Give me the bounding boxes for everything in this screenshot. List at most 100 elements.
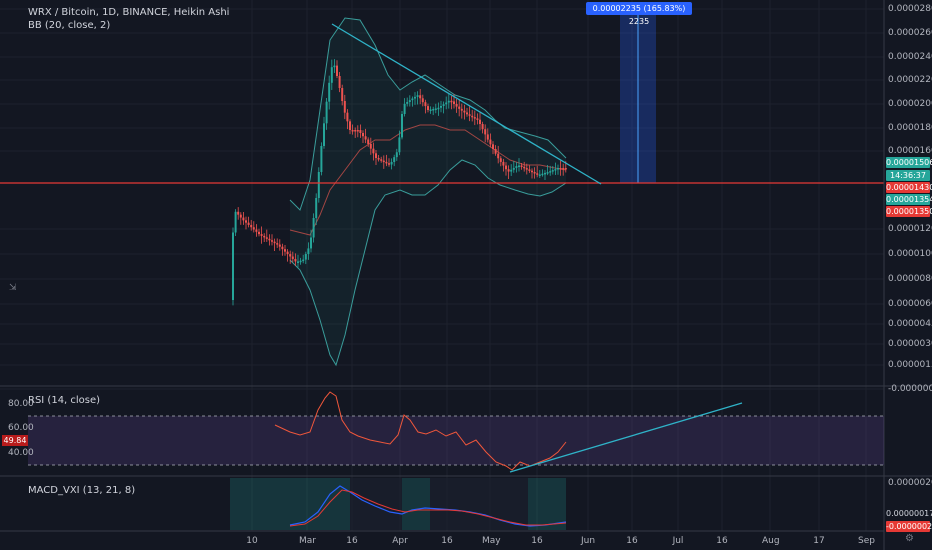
candle-body: [239, 214, 242, 218]
candle-body: [408, 100, 411, 102]
candle-body: [265, 237, 268, 239]
price-tick: 0.00001000: [888, 249, 932, 259]
candle-body: [528, 169, 531, 171]
grid: [0, 0, 884, 531]
candle-body: [263, 235, 266, 238]
resistance-trendline[interactable]: [331, 23, 602, 185]
candle-body: [463, 110, 466, 113]
candle-body: [375, 153, 377, 158]
candle-body: [250, 224, 253, 228]
time-tick: 16: [716, 536, 728, 546]
candle-body: [307, 248, 310, 254]
time-tick: 10: [246, 536, 258, 546]
candle-body: [302, 259, 305, 262]
projection-label[interactable]: 0.00002235 (165.83%) 2235: [586, 2, 692, 26]
candle-body: [476, 118, 479, 120]
candle-body: [414, 96, 416, 99]
bollinger-lower: [289, 159, 567, 367]
candle-body: [268, 238, 271, 241]
rsi-band: [28, 416, 884, 465]
candle-body: [515, 166, 518, 168]
candle-body: [278, 244, 281, 247]
bollinger-label: BB (20, close, 2): [28, 20, 111, 31]
candle-body: [481, 124, 484, 130]
time-tick: May: [482, 536, 501, 546]
bollinger-basis: [289, 124, 567, 236]
rsi-current-tag: 49.84: [2, 435, 28, 446]
candle-body: [234, 211, 237, 233]
time-tick: Apr: [392, 536, 408, 546]
candle-body: [460, 108, 463, 111]
collapse-icon[interactable]: ⇲: [9, 283, 17, 293]
price-tick: 0.00002200: [888, 75, 932, 85]
candle-body: [310, 237, 312, 249]
candle-body: [525, 168, 528, 170]
macd-label: MACD_VXI (13, 21, 8): [28, 485, 136, 496]
bollinger-band-fill: [290, 18, 566, 365]
price-tick: 0.00002400: [888, 52, 932, 62]
rsi-trendline[interactable]: [509, 402, 743, 473]
candle-body: [395, 152, 398, 158]
rsi-label: RSI (14, close): [28, 395, 101, 406]
candle-body: [255, 229, 258, 232]
price-tag: 14:36:37: [886, 170, 930, 181]
time-tick: Sep: [858, 536, 875, 546]
candle-body: [367, 139, 370, 144]
rsi-tick-80: 80.00: [8, 399, 34, 409]
candle-body: [336, 65, 338, 76]
candle-body: [232, 232, 234, 300]
time-tick: 16: [441, 536, 453, 546]
candle-body: [445, 102, 448, 105]
candle-body: [320, 146, 323, 172]
price-tick: 0.00002800: [888, 4, 932, 14]
candle-body: [382, 160, 385, 163]
candle-body: [341, 88, 344, 101]
candle-body: [325, 101, 328, 124]
candle-body: [473, 117, 476, 119]
candle-body: [479, 119, 481, 124]
macd-line: [289, 485, 567, 527]
candle-body: [281, 246, 284, 250]
rsi-tick-40: 40.00: [8, 448, 34, 458]
macd-tick-0: 0.00000200: [888, 478, 932, 488]
candle-body: [351, 130, 354, 132]
candle-body: [393, 157, 396, 162]
price-tick: 0.00002600: [888, 28, 932, 38]
candle-body: [489, 139, 492, 145]
candle-body: [497, 153, 500, 159]
candle-body: [289, 254, 292, 257]
candle-body: [294, 258, 297, 262]
candle-body: [315, 198, 318, 218]
candle-body: [421, 98, 424, 103]
candle-body: [258, 231, 260, 235]
candle-body: [385, 161, 388, 164]
price-tick: 0.00000450: [888, 319, 932, 329]
candle-body: [245, 220, 247, 223]
candle-body: [538, 174, 541, 176]
candle-body: [286, 251, 289, 255]
macd-zone: [402, 478, 430, 530]
candle-body: [369, 143, 372, 149]
candle-body: [346, 112, 349, 122]
rsi-tick-60: 60.00: [8, 423, 34, 433]
settings-icon[interactable]: ⚙: [905, 533, 914, 544]
candle-body: [271, 240, 273, 242]
candle-body: [317, 172, 320, 198]
candle-body: [531, 170, 533, 173]
candle-body: [559, 168, 562, 170]
price-tick: 0.00000600: [888, 299, 932, 309]
candle-body: [523, 166, 526, 169]
candle-body: [377, 158, 380, 160]
candle-body: [486, 134, 489, 140]
time-tick: Mar: [299, 536, 316, 546]
candle-body: [564, 168, 567, 170]
candle-body: [276, 243, 279, 245]
price-tick: 0.00000800: [888, 274, 932, 284]
candle-body: [343, 101, 346, 113]
candle-body: [299, 260, 302, 263]
time-tick: Jun: [580, 536, 596, 546]
candle-body: [442, 104, 445, 106]
candle-body: [466, 112, 468, 115]
candle-body: [354, 130, 357, 132]
